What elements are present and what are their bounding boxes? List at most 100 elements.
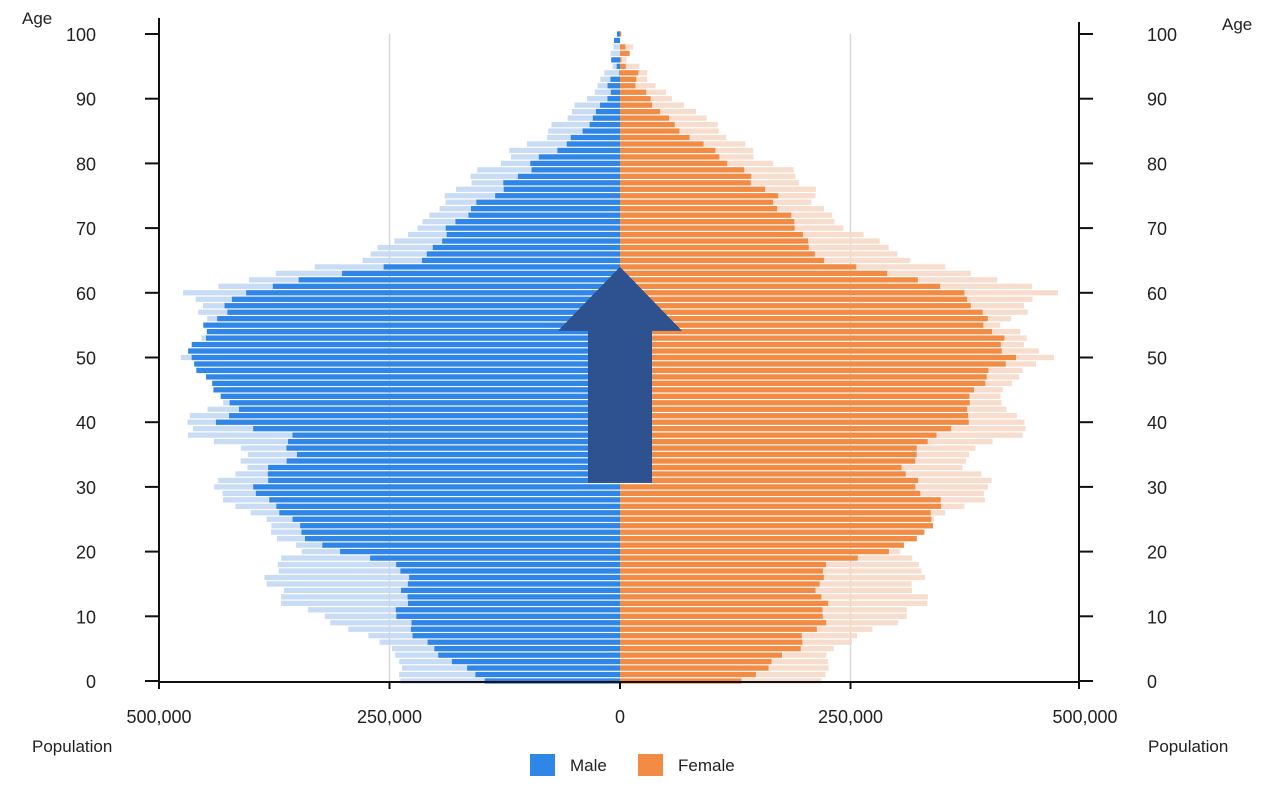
female-bar-age-67 bbox=[620, 244, 809, 251]
male-comparison-bar-age-97 bbox=[610, 50, 620, 57]
female-bar-age-84 bbox=[620, 134, 690, 141]
female-bar-age-14 bbox=[620, 587, 816, 594]
male-bar-age-38 bbox=[292, 432, 620, 438]
male-comparison-bar-age-90 bbox=[587, 96, 620, 102]
population-tick-label-right-0: 250,000 bbox=[818, 707, 883, 727]
male-bar-age-99 bbox=[614, 37, 620, 44]
male-bar-age-78 bbox=[517, 173, 620, 179]
male-bar-age-9 bbox=[411, 620, 620, 626]
female-comparison-bar-age-96 bbox=[620, 57, 627, 63]
male-bar-age-54 bbox=[206, 328, 620, 335]
male-bar-age-42 bbox=[238, 406, 620, 412]
female-bar-age-36 bbox=[620, 445, 917, 451]
legend-swatch-female bbox=[638, 754, 663, 776]
male-bar-age-57 bbox=[227, 309, 620, 315]
male-bar-age-60 bbox=[246, 290, 620, 296]
male-bar-age-56 bbox=[217, 316, 620, 322]
female-bar-age-4 bbox=[620, 652, 782, 658]
female-bar-age-86 bbox=[620, 121, 675, 128]
male-bar-age-6 bbox=[427, 639, 620, 645]
left-age-tick-label-20: 20 bbox=[76, 543, 96, 563]
male-bar-age-76 bbox=[503, 186, 620, 192]
male-bar-age-52 bbox=[191, 341, 620, 348]
male-bar-age-32 bbox=[267, 471, 620, 477]
female-bar-age-85 bbox=[620, 128, 680, 134]
male-bar-age-30 bbox=[253, 484, 620, 490]
male-comparison-bar-age-91 bbox=[594, 89, 620, 95]
male-bar-age-7 bbox=[412, 633, 620, 639]
male-bar-age-31 bbox=[268, 477, 620, 484]
female-bar-age-58 bbox=[620, 303, 971, 309]
female-bar-age-8 bbox=[620, 626, 817, 632]
male-bar-age-85 bbox=[582, 128, 620, 134]
female-bar-age-55 bbox=[620, 322, 984, 328]
female-bar-age-21 bbox=[620, 542, 904, 548]
female-bar-age-33 bbox=[620, 464, 902, 471]
legend-swatch-male bbox=[530, 754, 555, 776]
female-bar-age-95 bbox=[620, 63, 626, 69]
female-bar-age-6 bbox=[620, 639, 803, 645]
male-bar-age-20 bbox=[340, 548, 620, 555]
right-age-tick-label-70: 70 bbox=[1147, 219, 1167, 239]
female-bar-age-66 bbox=[620, 251, 815, 257]
female-bar-age-79 bbox=[620, 167, 745, 173]
female-bar-age-47 bbox=[620, 374, 987, 380]
legend-label-female: Female bbox=[678, 756, 735, 775]
left-age-tick-label-70: 70 bbox=[76, 219, 96, 239]
female-bar-age-15 bbox=[620, 581, 820, 587]
female-bar-age-44 bbox=[620, 393, 970, 399]
female-comparison-bar-age-98 bbox=[620, 44, 634, 50]
male-bar-age-34 bbox=[286, 458, 620, 464]
right-age-tick-label-40: 40 bbox=[1147, 413, 1167, 433]
female-bar-age-23 bbox=[620, 529, 925, 535]
male-bar-age-27 bbox=[276, 503, 620, 509]
male-comparison-bar-age-94 bbox=[604, 70, 620, 76]
male-comparison-bar-age-98 bbox=[613, 44, 620, 50]
male-bar-age-95 bbox=[616, 63, 620, 69]
male-bar-age-46 bbox=[212, 380, 621, 387]
female-bar-age-41 bbox=[620, 413, 969, 419]
age-axis-title-left: Age bbox=[22, 9, 52, 28]
female-bar-age-69 bbox=[620, 231, 803, 238]
male-bar-age-82 bbox=[557, 147, 620, 154]
female-bar-age-62 bbox=[620, 277, 918, 283]
female-bar-age-54 bbox=[620, 328, 993, 335]
female-bar-age-24 bbox=[620, 523, 934, 529]
female-bar-age-57 bbox=[620, 309, 983, 315]
population-tick-label-left-0: 500,000 bbox=[126, 707, 191, 727]
male-bar-age-62 bbox=[298, 277, 620, 283]
female-bar-age-18 bbox=[620, 561, 827, 568]
male-bar-age-100 bbox=[616, 31, 620, 37]
left-age-tick-label-100: 100 bbox=[66, 25, 96, 45]
male-bar-age-86 bbox=[589, 121, 620, 128]
male-bar-age-83 bbox=[566, 141, 620, 147]
male-bar-age-40 bbox=[215, 419, 621, 425]
main-bars bbox=[188, 31, 1017, 684]
male-bar-age-93 bbox=[610, 76, 620, 82]
female-bar-age-53 bbox=[620, 335, 1005, 341]
left-age-tick-label-0: 0 bbox=[86, 672, 96, 692]
male-bar-age-36 bbox=[286, 445, 620, 451]
male-bar-age-79 bbox=[531, 167, 620, 173]
left-age-tick-label-90: 90 bbox=[76, 90, 96, 110]
left-age-tick-label-40: 40 bbox=[76, 413, 96, 433]
legend-label-male: Male bbox=[570, 756, 607, 775]
male-bar-age-90 bbox=[607, 96, 620, 102]
population-axis-title-right: Population bbox=[1148, 737, 1228, 756]
female-bar-age-10 bbox=[620, 613, 823, 619]
female-bar-age-29 bbox=[620, 490, 921, 497]
male-bar-age-17 bbox=[400, 568, 620, 574]
female-bar-age-17 bbox=[620, 568, 824, 574]
population-tick-label-left-2: 0 bbox=[615, 707, 625, 727]
female-bar-age-73 bbox=[620, 206, 778, 212]
right-age-tick-label-10: 10 bbox=[1147, 607, 1167, 627]
male-bar-age-1 bbox=[475, 671, 620, 678]
male-bar-age-65 bbox=[421, 257, 620, 264]
female-bar-age-81 bbox=[620, 154, 720, 160]
male-comparison-bar-age-93 bbox=[600, 76, 620, 82]
male-bar-age-61 bbox=[272, 283, 620, 289]
female-bar-age-37 bbox=[620, 438, 928, 445]
female-bar-age-92 bbox=[620, 83, 636, 89]
population-tick-label-right-1: 500,000 bbox=[1052, 707, 1117, 727]
female-bar-age-35 bbox=[620, 451, 917, 458]
